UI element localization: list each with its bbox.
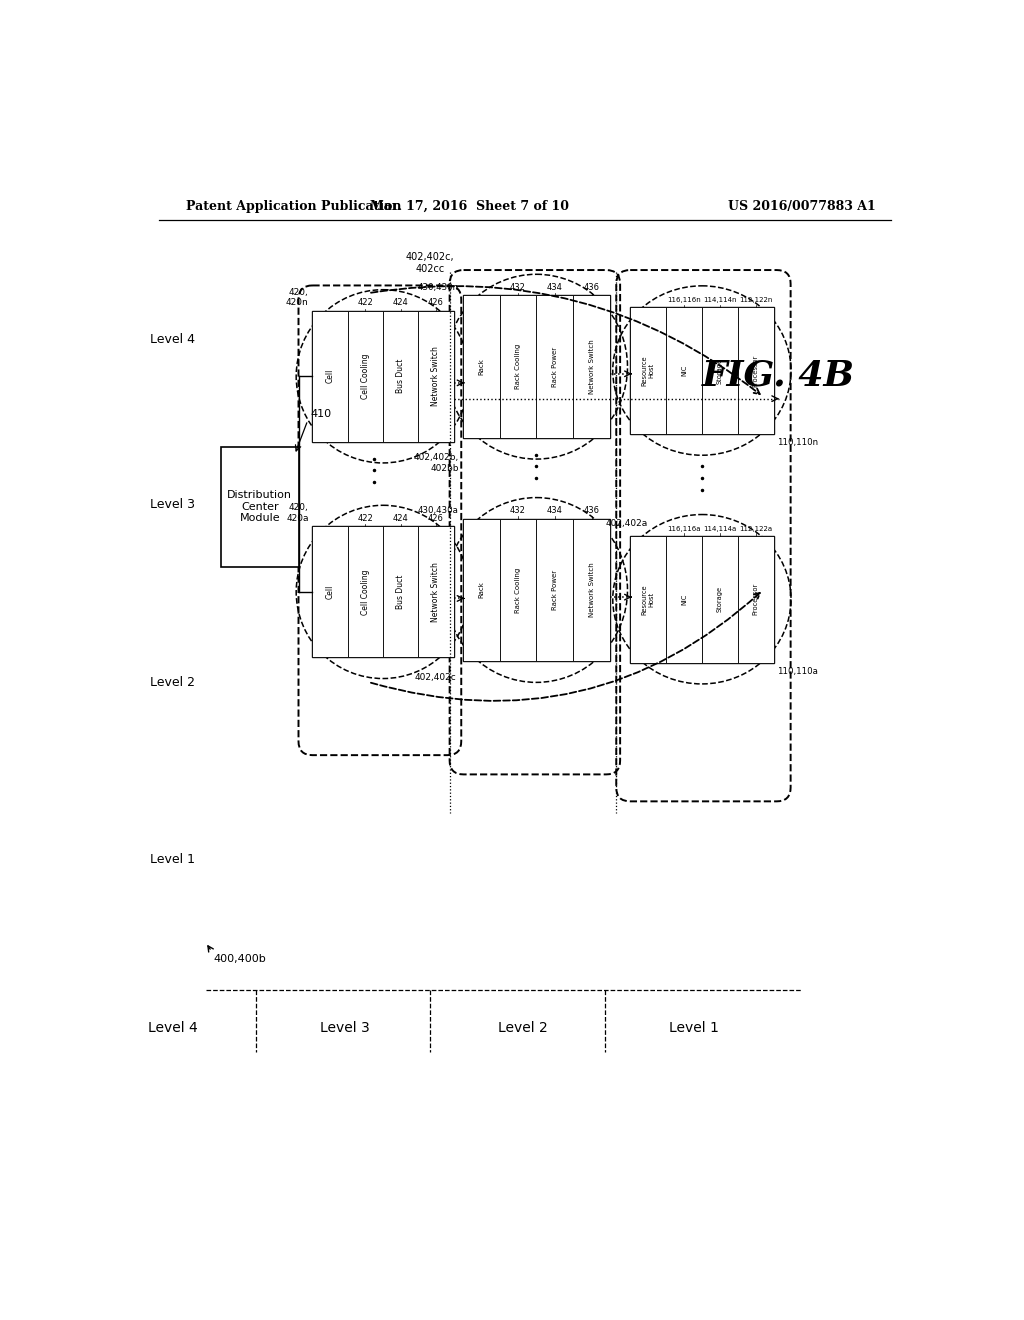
Bar (312, 312, 454, 442)
Text: 420,
420n: 420, 420n (286, 288, 308, 308)
Bar (630, 536, 773, 663)
Bar (630, 536, 666, 663)
Bar (463, 519, 610, 661)
Text: 432: 432 (510, 282, 526, 292)
Bar (666, 536, 701, 663)
Text: Cell Cooling: Cell Cooling (360, 569, 370, 615)
Text: Distribution
Center
Module: Distribution Center Module (227, 490, 292, 524)
Bar (463, 296, 500, 438)
Text: 402,402c,
402cc: 402,402c, 402cc (406, 252, 455, 275)
Text: Cell Cooling: Cell Cooling (360, 354, 370, 399)
Bar (737, 536, 773, 663)
Text: Level 2: Level 2 (499, 1022, 548, 1035)
Bar (463, 519, 500, 661)
Bar (312, 527, 454, 657)
Bar (383, 527, 418, 657)
Text: Rack: Rack (478, 582, 484, 598)
Bar (500, 519, 537, 661)
Text: 434: 434 (547, 506, 563, 515)
Text: Rack Cooling: Rack Cooling (515, 568, 521, 612)
Text: 402,402a: 402,402a (605, 519, 647, 528)
Text: Network Switch: Network Switch (589, 562, 595, 618)
Bar (737, 308, 773, 434)
Text: 430,430n: 430,430n (418, 282, 459, 292)
Text: 424: 424 (393, 513, 409, 523)
Text: 432: 432 (510, 506, 526, 515)
Text: Rack Cooling: Rack Cooling (515, 345, 521, 389)
Text: 422: 422 (357, 513, 373, 523)
Text: Bus Duct: Bus Duct (396, 359, 406, 393)
Text: Rack: Rack (478, 358, 484, 375)
Text: 402,402c: 402,402c (415, 673, 457, 681)
Text: Level 1: Level 1 (151, 853, 196, 866)
Bar (701, 308, 737, 434)
Text: Network Switch: Network Switch (431, 346, 440, 407)
Text: Cell: Cell (326, 370, 335, 384)
Bar (630, 308, 773, 434)
Bar (701, 536, 737, 663)
Text: US 2016/0077883 A1: US 2016/0077883 A1 (728, 199, 877, 213)
Text: Rack Power: Rack Power (552, 570, 558, 610)
Text: 110,110a: 110,110a (777, 667, 818, 676)
Text: NIC: NIC (681, 594, 687, 605)
Bar (348, 527, 383, 657)
Bar (666, 308, 701, 434)
Text: Rack Power: Rack Power (552, 347, 558, 387)
Bar (500, 296, 537, 438)
Bar (348, 312, 383, 442)
Bar (573, 296, 610, 438)
Bar (630, 308, 666, 434)
Bar (418, 527, 454, 657)
Bar (383, 312, 418, 442)
Text: 436: 436 (584, 282, 600, 292)
Bar (573, 519, 610, 661)
Text: Resource
Host: Resource Host (642, 355, 654, 385)
Text: Level 2: Level 2 (151, 676, 196, 689)
Text: Storage: Storage (717, 358, 723, 384)
Text: Level 3: Level 3 (151, 499, 196, 511)
Text: Storage: Storage (717, 586, 723, 612)
Text: FIG. 4B: FIG. 4B (701, 359, 854, 392)
Text: Bus Duct: Bus Duct (396, 574, 406, 609)
Text: Level 1: Level 1 (669, 1022, 719, 1035)
Text: 420,
420a: 420, 420a (286, 503, 308, 523)
Text: 426: 426 (428, 513, 443, 523)
Text: Network Switch: Network Switch (589, 339, 595, 395)
Text: 114,114n: 114,114n (703, 297, 736, 304)
Text: 116,116a: 116,116a (668, 525, 700, 532)
Bar (221, 447, 299, 566)
Text: Level 3: Level 3 (321, 1022, 370, 1035)
Text: Level 4: Level 4 (148, 1022, 198, 1035)
Text: 114,114a: 114,114a (703, 525, 736, 532)
Bar (312, 527, 348, 657)
Bar (463, 296, 610, 438)
Bar (537, 296, 573, 438)
Text: Cell: Cell (326, 585, 335, 599)
Text: 116,116n: 116,116n (667, 297, 700, 304)
Text: Level 4: Level 4 (151, 333, 196, 346)
Text: Patent Application Publication: Patent Application Publication (186, 199, 401, 213)
Text: 424: 424 (393, 298, 409, 308)
Text: 110,110n: 110,110n (777, 438, 818, 447)
Text: 400,400b: 400,400b (213, 954, 266, 964)
Text: 112,122a: 112,122a (739, 525, 772, 532)
Text: 410: 410 (310, 409, 331, 418)
Bar (418, 312, 454, 442)
Text: Processor: Processor (753, 354, 759, 387)
Text: 422: 422 (357, 298, 373, 308)
Text: Processor: Processor (753, 583, 759, 615)
Text: 426: 426 (428, 298, 443, 308)
Text: 112,122n: 112,122n (739, 297, 772, 304)
Text: 430,430a: 430,430a (418, 506, 459, 515)
Bar (312, 312, 348, 442)
Text: Network Switch: Network Switch (431, 562, 440, 622)
Bar (537, 519, 573, 661)
Text: Mar. 17, 2016  Sheet 7 of 10: Mar. 17, 2016 Sheet 7 of 10 (370, 199, 568, 213)
Text: 402,402b,
402bb: 402,402b, 402bb (414, 453, 459, 473)
Text: 436: 436 (584, 506, 600, 515)
Text: 434: 434 (547, 282, 563, 292)
Text: Resource
Host: Resource Host (642, 583, 654, 615)
Text: NIC: NIC (681, 364, 687, 376)
